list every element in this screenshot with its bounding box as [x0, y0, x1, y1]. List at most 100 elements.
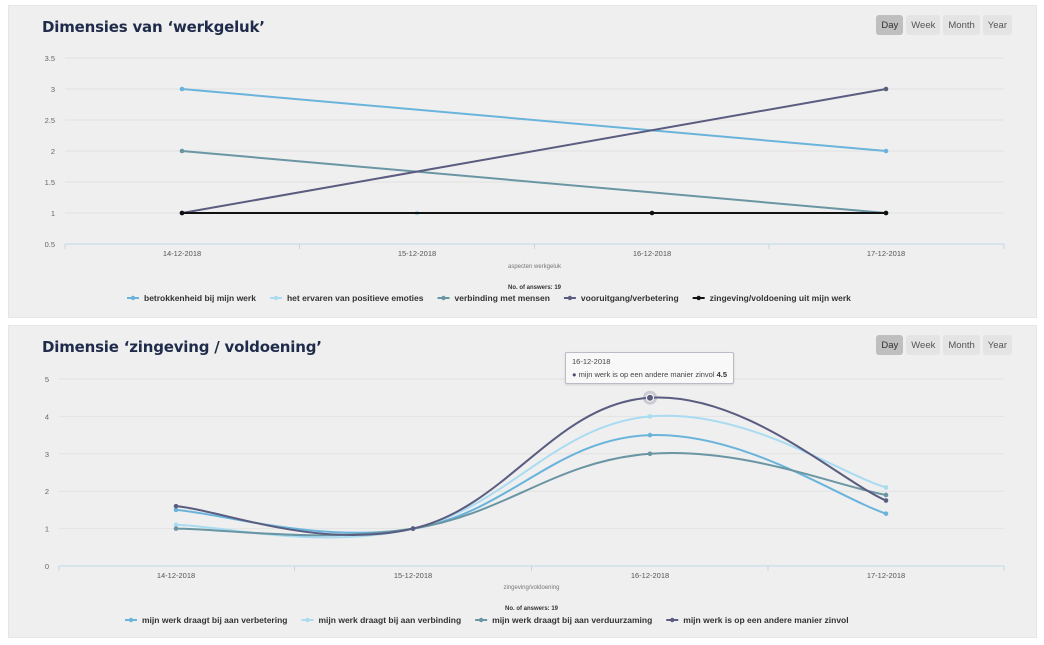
data-point	[410, 526, 416, 531]
legend-marker-icon	[130, 295, 136, 301]
legend-marker-icon	[128, 617, 134, 623]
x-tick-label: 16-12-2018	[631, 571, 669, 580]
legend-item-label[interactable]: vooruitgang/verbetering	[581, 293, 679, 303]
data-point	[883, 210, 889, 216]
x-axis-title: aspecten werkgeluk	[508, 264, 562, 270]
legend-item-label[interactable]: mijn werk draagt bij aan verduurzaming	[492, 615, 652, 625]
data-point	[647, 432, 653, 438]
data-point	[179, 148, 185, 154]
data-point	[883, 492, 889, 498]
series-group	[179, 86, 889, 154]
tooltip-date: 16-12-2018	[572, 357, 611, 366]
gridlines	[59, 378, 1004, 530]
range-selector: Day Week Month Year	[876, 15, 1012, 35]
series-line	[181, 150, 887, 214]
data-point	[883, 148, 889, 154]
chart-title: Dimensies van ‘werkgeluk’	[42, 18, 265, 36]
chart-panel-zingeving: Dimensie ‘zingeving / voldoening’ Day We…	[8, 325, 1037, 638]
series-line	[181, 88, 887, 152]
x-axis-title: zingeving/voldoening	[503, 585, 559, 591]
range-week-button[interactable]: Week	[906, 335, 941, 355]
line-chart-zingeving[interactable]: 0 1 2 3 4 5 14-12-2018 15-12-2018 16-12-2018 17-1…	[9, 326, 1038, 639]
legend-marker-icon	[441, 295, 446, 301]
y-tick-label: 3.5	[45, 54, 55, 63]
chart-title: Dimensie ‘zingeving / voldoening’	[42, 338, 322, 356]
range-year-button[interactable]: Year	[982, 335, 1012, 355]
series-group	[173, 390, 889, 536]
data-point	[647, 451, 653, 457]
line-chart-werkgeluk[interactable]: 0.5 1 1.5 2 2.5 3 3.5 14-12-2018 15-12-2018 16-12…	[9, 6, 1038, 319]
data-point	[173, 503, 179, 509]
tooltip-value: 4.5	[716, 370, 728, 379]
data-point	[173, 522, 179, 528]
series-line	[175, 434, 887, 534]
legend: mijn werk draagt bij aan verbetering mijn…	[125, 615, 849, 625]
y-tick-label: 0	[45, 562, 49, 571]
series-marker-icon: ●	[572, 370, 577, 379]
y-tick-label: 1	[51, 209, 55, 218]
x-tick-label: 15-12-2018	[394, 571, 432, 580]
y-tick-label: 5	[45, 375, 49, 384]
legend-item-label[interactable]: verbinding met mensen	[454, 293, 549, 303]
y-tick-label: 0.5	[45, 240, 55, 249]
y-tick-label: 2	[51, 147, 55, 156]
y-tick-label: 2	[45, 487, 49, 496]
legend-item-label[interactable]: mijn werk is op een andere manier zinvol	[683, 615, 848, 625]
y-tick-label: 2.5	[45, 116, 55, 125]
gridlines	[65, 57, 1004, 214]
legend-item-label[interactable]: mijn werk draagt bij aan verbetering	[142, 615, 288, 625]
legend-marker-icon	[478, 617, 484, 623]
legend-marker-icon	[670, 617, 675, 623]
chart-tooltip: 16-12-2018 ● mijn werk is op een andere …	[565, 352, 735, 384]
tooltip-series: mijn werk is op een andere manier zinvol	[578, 370, 715, 379]
legend-item-label[interactable]: betrokkenheid bij mijn werk	[144, 293, 256, 303]
y-tick-label: 3	[45, 450, 49, 459]
data-point	[647, 414, 653, 419]
range-selector: Day Week Month Year	[876, 335, 1012, 355]
x-tick-label: 17-12-2018	[867, 571, 905, 580]
data-point	[649, 210, 655, 216]
legend-marker-icon	[305, 617, 310, 623]
chart-panel-werkgeluk: Dimensies van ‘werkgeluk’ Day Week Month…	[8, 5, 1037, 318]
legend-item-label[interactable]: het ervaren van positieve emoties	[287, 293, 424, 303]
y-tick-label: 1	[45, 525, 49, 534]
range-year-button[interactable]: Year	[982, 15, 1012, 35]
data-point	[883, 498, 889, 503]
range-month-button[interactable]: Month	[943, 335, 980, 355]
series-group	[173, 432, 889, 534]
series-line	[181, 88, 887, 214]
legend-marker-icon	[696, 295, 701, 301]
answers-count: No. of answers: 19	[508, 285, 562, 291]
legend: betrokkenheid bij mijn werk het ervaren v…	[127, 293, 851, 303]
data-point	[179, 86, 185, 92]
tooltip-row: ● mijn werk is op een andere manier zinv…	[572, 370, 727, 379]
x-tick-label: 14-12-2018	[157, 571, 195, 580]
range-day-button[interactable]: Day	[876, 335, 904, 355]
series-group	[173, 414, 889, 539]
series-group	[173, 451, 889, 537]
y-tick-label: 4	[45, 412, 49, 421]
data-point	[179, 210, 185, 216]
y-tick-label: 1.5	[45, 178, 55, 187]
answers-count: No. of answers: 19	[505, 606, 559, 612]
x-tick-label: 15-12-2018	[398, 249, 436, 258]
y-tick-label: 3	[51, 85, 55, 94]
data-point	[883, 511, 889, 516]
series-line	[175, 414, 887, 539]
x-tick-label: 14-12-2018	[163, 249, 201, 258]
x-tick-label: 16-12-2018	[633, 249, 671, 258]
series-group	[179, 210, 889, 216]
range-week-button[interactable]: Week	[906, 15, 941, 35]
data-point	[883, 86, 889, 92]
range-month-button[interactable]: Month	[943, 15, 980, 35]
legend-marker-icon	[273, 295, 279, 301]
legend-marker-icon	[567, 295, 573, 301]
series-line	[175, 452, 887, 537]
legend-item-label[interactable]: mijn werk draagt bij aan verbinding	[319, 615, 462, 625]
legend-item-label[interactable]: zingeving/voldoening uit mijn werk	[710, 293, 851, 303]
range-day-button[interactable]: Day	[876, 15, 904, 35]
x-tick-label: 17-12-2018	[867, 249, 905, 258]
data-point	[173, 526, 179, 531]
data-point	[883, 485, 889, 490]
data-point	[173, 507, 179, 513]
